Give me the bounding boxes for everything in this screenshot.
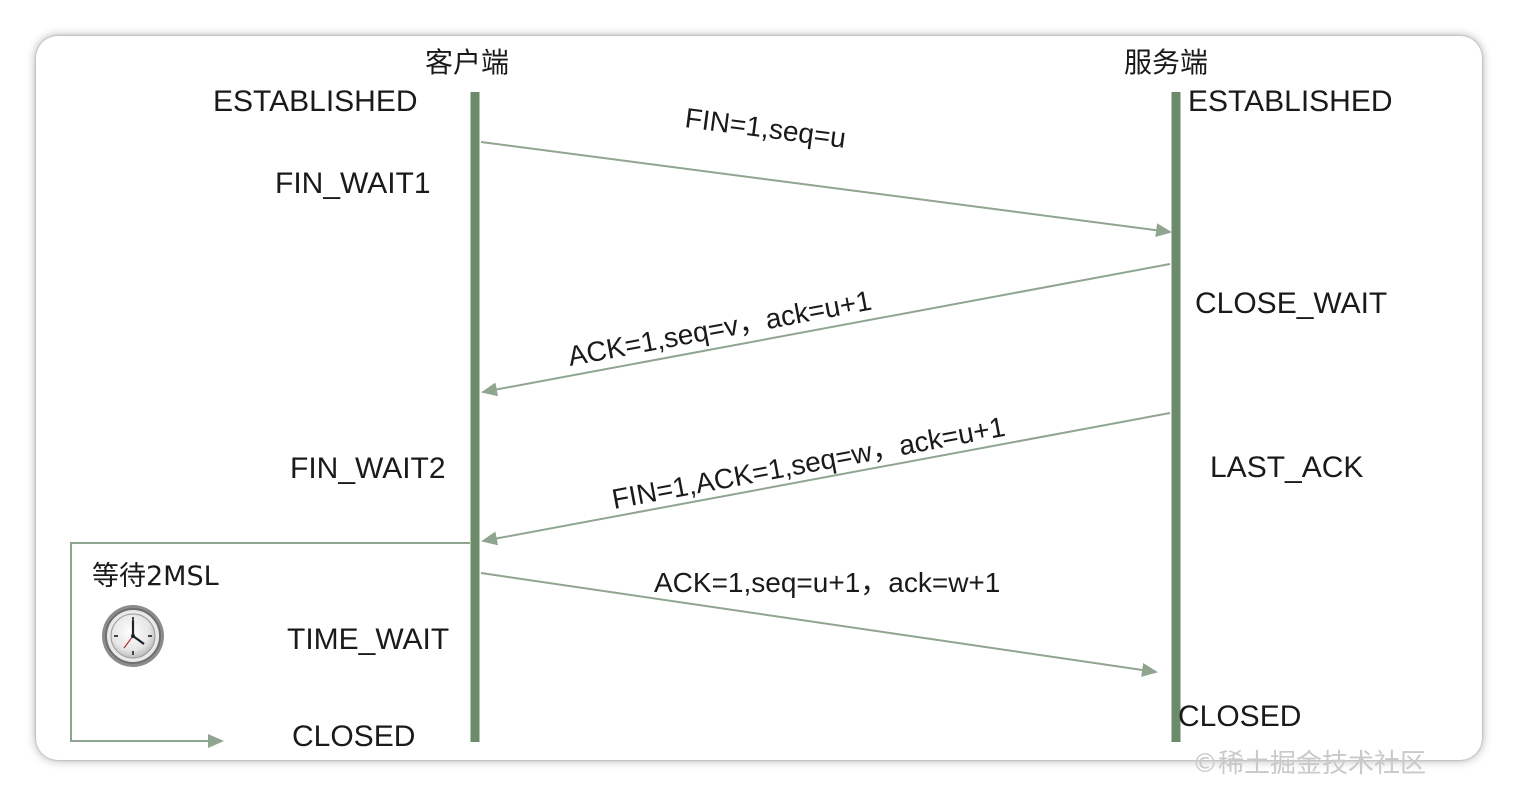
- watermark: ©稀土掘金技术社区: [1192, 749, 1426, 779]
- wait-2msl-note: 等待2MSL: [92, 561, 219, 592]
- server-state-closed: CLOSED: [1178, 700, 1301, 733]
- client-state-established: ESTABLISHED: [213, 85, 418, 118]
- message-arrow-fin-ack: [481, 412, 1171, 546]
- server-state-established: ESTABLISHED: [1188, 85, 1393, 118]
- diagram-card: [36, 36, 1482, 760]
- server-state-close-wait: CLOSE_WAIT: [1195, 287, 1387, 320]
- client-state-time-wait: TIME_WAIT: [287, 623, 449, 656]
- message-arrow-final-ack: [480, 572, 1158, 677]
- message-label-fin: FIN=1,seq=u: [683, 102, 848, 154]
- message-arrow-fin: [480, 141, 1172, 238]
- client-state-fin-wait2: FIN_WAIT2: [290, 452, 446, 485]
- client-state-fin-wait1: FIN_WAIT1: [275, 167, 431, 200]
- clock-icon: [102, 605, 164, 667]
- server-state-last-ack: LAST_ACK: [1210, 451, 1363, 484]
- client-state-closed: CLOSED: [292, 720, 415, 753]
- message-label-fin-ack: FIN=1,ACK=1,seq=w，ack=u+1: [609, 411, 1007, 515]
- client-title: 客户端: [425, 46, 509, 79]
- message-arrow-ack: [481, 263, 1171, 397]
- wait-2msl-bracket: [70, 542, 470, 748]
- server-title: 服务端: [1124, 46, 1208, 79]
- message-label-final-ack: ACK=1,seq=u+1，ack=w+1: [654, 567, 1000, 598]
